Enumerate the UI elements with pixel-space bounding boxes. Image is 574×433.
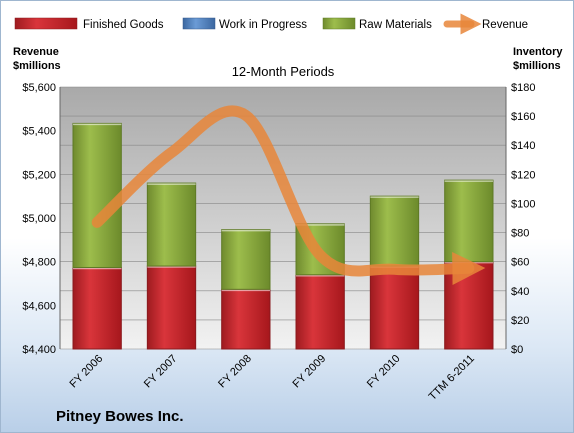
category-tick-label: FY 2008 bbox=[216, 353, 254, 391]
bar-finished-goods bbox=[295, 274, 345, 350]
left-axis-title-line2: $millions bbox=[13, 60, 61, 72]
legend-label-work-in-progress: Work in Progress bbox=[219, 19, 307, 31]
category-tick-label: TTM 6-2011 bbox=[427, 353, 477, 403]
bar-raw-materials bbox=[221, 229, 271, 290]
left-tick-label: $5,400 bbox=[22, 126, 56, 138]
right-tick-label: $180 bbox=[511, 82, 535, 94]
bar-finished-goods bbox=[72, 266, 122, 350]
left-tick-label: $5,600 bbox=[22, 82, 56, 94]
left-tick-label: $5,200 bbox=[22, 169, 56, 181]
right-axis: $0 $20 $40 $60 $80 $100 $120 $140 $160 $180 bbox=[511, 82, 535, 356]
right-tick-label: $120 bbox=[511, 169, 535, 181]
bar-finished-goods bbox=[146, 265, 197, 350]
bar-raw-materials bbox=[444, 179, 494, 263]
revenue-line-series bbox=[91, 105, 486, 285]
legend-label-raw-materials: Raw Materials bbox=[359, 19, 432, 31]
legend-label-finished-goods: Finished Goods bbox=[83, 19, 164, 31]
legend-swatch-work-in-progress bbox=[182, 17, 216, 30]
left-tick-label: $4,600 bbox=[22, 300, 56, 312]
right-tick-label: $0 bbox=[511, 344, 523, 356]
bar-raw-materials bbox=[72, 122, 122, 268]
right-tick-label: $140 bbox=[511, 140, 535, 152]
legend-label-revenue: Revenue bbox=[482, 19, 528, 31]
left-axis-title-line1: Revenue bbox=[13, 46, 59, 58]
bar-raw-materials bbox=[369, 195, 420, 267]
legend-swatch-finished-goods bbox=[14, 17, 78, 30]
left-tick-label: $4,800 bbox=[22, 257, 56, 269]
left-tick-label: $4,400 bbox=[22, 344, 56, 356]
bar-finished-goods bbox=[444, 261, 494, 350]
right-axis-title-line2: $millions bbox=[513, 60, 561, 72]
chart-title: 12-Month Periods bbox=[232, 64, 335, 79]
right-axis-title-line1: Inventory bbox=[513, 46, 563, 58]
gridlines bbox=[59, 86, 507, 350]
right-tick-label: $60 bbox=[511, 257, 529, 269]
right-tick-label: $20 bbox=[511, 315, 529, 327]
bar-raw-materials bbox=[146, 182, 197, 267]
legend: Finished Goods Work in Progress Raw Mate… bbox=[14, 13, 528, 35]
left-axis: $4,400 $4,600 $4,800 $5,000 $5,200 $5,400 $5,6… bbox=[22, 82, 56, 356]
revenue-line bbox=[91, 105, 486, 285]
bar-finished-goods bbox=[369, 265, 420, 350]
right-tick-label: $160 bbox=[511, 111, 535, 123]
bar-finished-goods bbox=[221, 288, 271, 350]
right-tick-label: $80 bbox=[511, 228, 529, 240]
category-tick-label: FY 2009 bbox=[291, 353, 329, 391]
category-tick-label: FY 2010 bbox=[365, 353, 403, 391]
left-tick-label: $5,000 bbox=[22, 213, 56, 225]
right-tick-label: $100 bbox=[511, 198, 535, 210]
category-tick-label: FY 2007 bbox=[142, 353, 180, 391]
legend-swatch-raw-materials bbox=[322, 17, 356, 30]
plot-area bbox=[60, 87, 506, 349]
company-name: Pitney Bowes Inc. bbox=[56, 408, 184, 425]
category-axis: FY 2006 FY 2007 FY 2008 FY 2009 FY 2010 TTM 6… bbox=[68, 353, 477, 403]
right-tick-label: $40 bbox=[511, 286, 529, 298]
category-tick-label: FY 2006 bbox=[68, 353, 106, 391]
